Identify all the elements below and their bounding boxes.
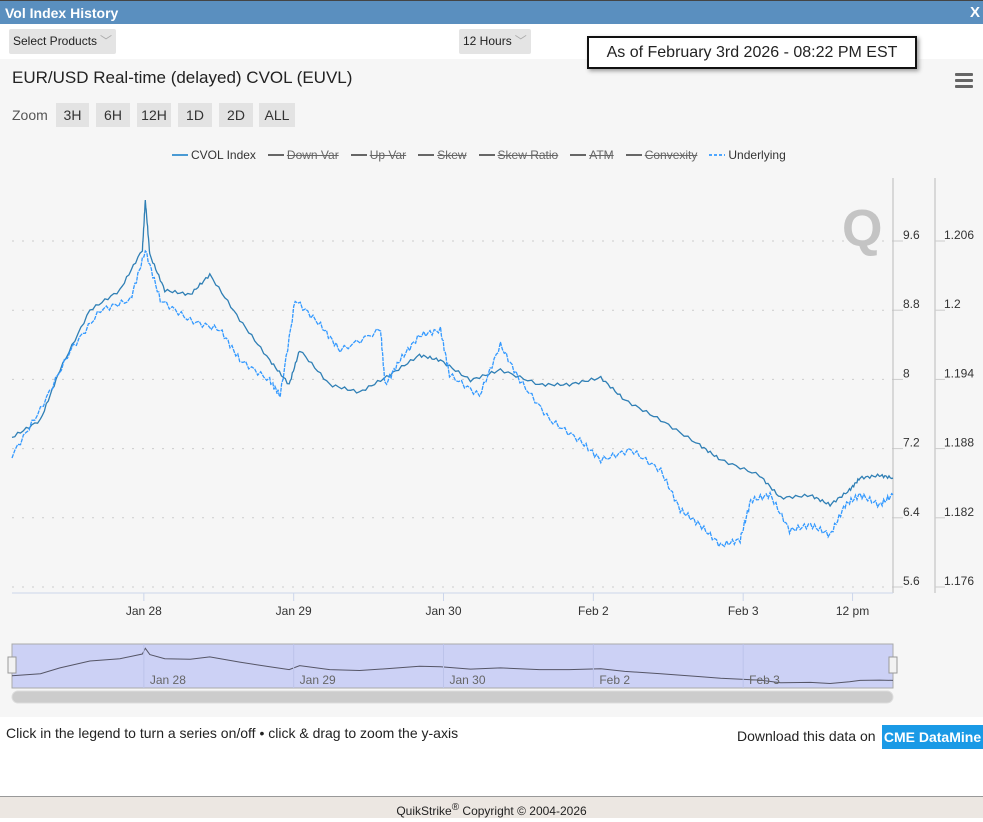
legend-label: Underlying	[728, 148, 786, 162]
x-tick-label: Feb 3	[728, 604, 759, 618]
legend-label: ATM	[589, 148, 614, 162]
legend-label: Skew	[437, 148, 467, 162]
zoom-12h-button[interactable]: 12H	[137, 103, 171, 127]
navigator-handle[interactable]	[7, 656, 17, 674]
legend-line-icon	[709, 154, 726, 156]
y-right-tick-label: 1.206	[944, 228, 974, 242]
zoom-6h-button[interactable]: 6H	[96, 103, 130, 127]
navigator-tick-label: Jan 30	[450, 673, 486, 687]
x-tick-label: Jan 30	[425, 604, 461, 618]
zoom-1d-button[interactable]: 1D	[178, 103, 212, 127]
select-products-dropdown[interactable]: Select Products ﹀	[9, 29, 117, 54]
legend-line-icon	[570, 154, 587, 156]
zoom-3h-button[interactable]: 3H	[56, 103, 89, 127]
x-tick-label: Jan 29	[276, 604, 312, 618]
y-left-tick-label: 8	[903, 366, 910, 380]
chart-title: EUR/USD Real-time (delayed) CVOL (EUVL)	[12, 68, 353, 87]
copyright-text: Copyright © 2004-2026	[462, 804, 587, 818]
legend-line-icon	[350, 154, 367, 156]
registered-mark: ®	[451, 802, 460, 813]
series-line-cvol-index	[11, 199, 894, 508]
window-title: Vol Index History	[5, 5, 119, 21]
select-products-label: Select Products	[13, 34, 98, 48]
hamburger-menu-icon[interactable]	[955, 73, 973, 91]
y-left-tick-label: 8.8	[903, 297, 920, 311]
footer: QuikStrike® Copyright © 2004-2026	[0, 796, 983, 818]
navigator-tick-label: Feb 3	[749, 673, 780, 687]
zoom-all-button[interactable]: ALL	[259, 103, 295, 127]
brand: QuikStrike	[396, 804, 452, 818]
legend-item-skew[interactable]: Skew	[418, 148, 467, 162]
as-of-timestamp: As of February 3rd 2026 - 08:22 PM EST	[587, 36, 917, 69]
y-left-tick-label: 5.6	[903, 574, 920, 588]
navigator-window[interactable]	[11, 643, 894, 689]
navigator-tick-label: Jan 28	[150, 673, 186, 687]
legend-item-up-var[interactable]: Up Var	[350, 148, 407, 162]
chevron-down-icon: ﹀	[514, 34, 527, 48]
quikstrike-logo-icon: Q	[842, 200, 882, 258]
x-tick-label: Feb 2	[578, 604, 609, 618]
legend-item-convexity[interactable]: Convexity	[625, 148, 698, 162]
navigator-tick-label: Jan 29	[300, 673, 336, 687]
y-right-tick-label: 1.176	[944, 574, 974, 588]
series-line-underlying	[11, 249, 894, 548]
legend-line-icon	[478, 154, 495, 156]
interval-label: 12 Hours	[463, 34, 512, 48]
x-tick-label: 12 pm	[836, 604, 869, 618]
navigator-series-line	[11, 647, 894, 685]
legend-line-icon	[267, 154, 284, 156]
interval-dropdown[interactable]: 12 Hours ﹀	[459, 29, 531, 54]
zoom-label: Zoom	[12, 107, 48, 123]
legend-item-atm[interactable]: ATM	[570, 148, 614, 162]
chevron-down-icon: ﹀	[100, 34, 113, 48]
legend-line-icon	[625, 154, 642, 156]
legend-item-down-var[interactable]: Down Var	[267, 148, 339, 162]
y-right-tick-label: 1.182	[944, 505, 974, 519]
y-right-tick-label: 1.2	[944, 297, 961, 311]
legend-line-icon	[418, 154, 435, 156]
chart-legend: CVOL Index Down Var Up Var Skew Skew Ratio AT…	[172, 148, 786, 162]
window-titlebar: Vol Index History X	[0, 0, 983, 24]
legend-item-cvol-index[interactable]: CVOL Index	[172, 148, 256, 162]
zoom-2d-button[interactable]: 2D	[219, 103, 253, 127]
chart-panel	[0, 59, 983, 717]
close-button[interactable]: X	[969, 4, 980, 21]
y-left-tick-label: 6.4	[903, 505, 920, 519]
legend-label: Down Var	[286, 148, 339, 162]
y-right-tick-label: 1.194	[944, 366, 974, 380]
legend-label: CVOL Index	[191, 148, 256, 162]
legend-label: Convexity	[644, 148, 698, 162]
cme-datamine-button[interactable]: CME DataMine	[882, 725, 983, 749]
hint-text: Click in the legend to turn a series on/…	[6, 725, 459, 741]
legend-label: Skew Ratio	[497, 148, 559, 162]
legend-item-skew-ratio[interactable]: Skew Ratio	[478, 148, 559, 162]
legend-label: Up Var	[369, 148, 407, 162]
navigator-tick-label: Feb 2	[599, 673, 630, 687]
download-text: Download this data on	[737, 728, 876, 744]
navigator-scrollbar[interactable]	[11, 690, 894, 704]
y-right-tick-label: 1.188	[944, 436, 974, 450]
legend-line-icon	[172, 154, 188, 156]
chart-svg[interactable]: 5.6 6.4 7.2 8 8.8 9.6 1.176 1.182 1.188 1.194 1.2 1…	[0, 0, 983, 718]
y-left-tick-label: 9.6	[903, 228, 920, 242]
navigator-handle[interactable]	[888, 656, 898, 674]
x-tick-label: Jan 28	[126, 604, 162, 618]
y-left-tick-label: 7.2	[903, 436, 920, 450]
legend-item-underlying[interactable]: Underlying	[709, 148, 786, 162]
